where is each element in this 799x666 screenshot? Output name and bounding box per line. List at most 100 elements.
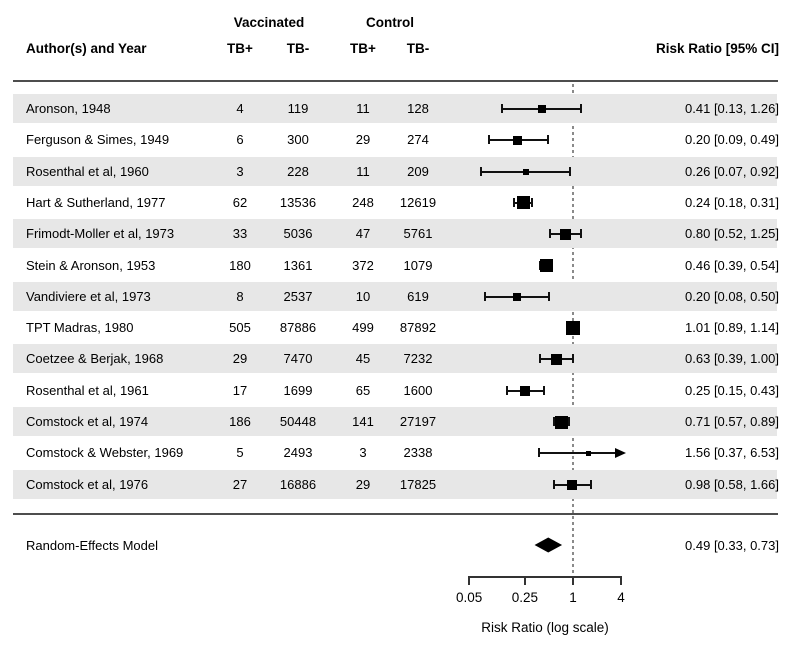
ci-cap-left [501, 104, 504, 113]
study-rr-value: 0.71 [0.57, 0.89] [685, 414, 779, 429]
study-count-v-tbm: 5036 [283, 226, 313, 242]
study-count-c-tbm: 128 [407, 101, 429, 116]
study-count-c-tbm: 27197 [399, 414, 437, 429]
estimate-square [519, 385, 530, 396]
column-group-control: Control [366, 15, 414, 30]
study-count-v-tbp: 3 [236, 163, 244, 179]
row-band [13, 344, 777, 374]
study-count-v-tbp: 17 [232, 382, 248, 398]
study-count-v-tbm: 7470 [283, 351, 313, 367]
study-row: Rosenthal et al, 1960 3 228 11 209 0.26 [0.07… [0, 156, 799, 187]
row-band [13, 156, 777, 186]
study-row: Rosenthal et al, 1961 17 1699 65 1600 0.25 [0… [0, 376, 799, 406]
study-row: Aronson, 1948 4 119 11 128 0.41 [0.13, 1.26] [0, 94, 799, 124]
x-axis-tick-label: 0.25 [511, 590, 539, 605]
study-count-c-tbp: 10 [355, 288, 371, 304]
estimate-square [559, 228, 571, 240]
column-group-vaccinated: Vaccinated [233, 15, 305, 30]
study-row: Vandiviere et al, 1973 8 2537 10 619 0.20 [0.… [0, 281, 799, 312]
ci-cap-left [549, 229, 552, 239]
study-count-v-tbm: 16886 [279, 476, 317, 492]
study-count-c-tbp: 11 [356, 163, 370, 179]
study-count-c-tbp: 248 [352, 194, 374, 210]
column-header-ctrl-tb-neg: TB- [406, 41, 430, 56]
estimate-square [585, 450, 591, 456]
study-count-v-tbp: 505 [229, 320, 251, 336]
ci-cap-right [531, 197, 534, 207]
ci-cap-left [539, 354, 542, 364]
study-count-c-tbp: 499 [352, 320, 374, 336]
study-count-c-tbp: 3 [359, 445, 367, 461]
study-count-c-tbm: 209 [407, 163, 429, 179]
ci-cap-left [479, 166, 482, 176]
study-rr-value: 0.24 [0.18, 0.31] [685, 194, 779, 210]
study-row: Hart & Sutherland, 1977 62 13536 248 12619 0.… [0, 188, 799, 218]
study-author: Rosenthal et al, 1961 [26, 382, 149, 398]
ci-cap-left [484, 291, 487, 301]
x-axis-tick [620, 576, 623, 585]
column-header-risk-ratio: Risk Ratio [95% CI] [655, 41, 779, 56]
x-axis-title: Risk Ratio (log scale) [481, 620, 609, 635]
study-count-v-tbp: 5 [236, 445, 244, 461]
study-count-c-tbm: 274 [407, 132, 429, 148]
x-axis-tick-label: 4 [617, 590, 625, 605]
study-count-c-tbm: 87892 [399, 320, 437, 336]
study-author: Stein & Aronson, 1953 [26, 257, 156, 273]
study-row: Comstock et al, 1976 27 16886 29 17825 0.98 [… [0, 469, 799, 500]
study-author: Comstock & Webster, 1969 [26, 445, 184, 461]
ci-cap-right [547, 291, 550, 301]
x-axis-tick [523, 576, 526, 585]
estimate-square [554, 415, 568, 429]
row-band [13, 281, 777, 311]
study-count-v-tbp: 27 [232, 476, 248, 492]
study-rr-value: 0.41 [0.13, 1.26] [685, 101, 779, 116]
ci-cap-right [572, 354, 574, 364]
study-author: Vandiviere et al, 1973 [26, 288, 151, 304]
study-count-c-tbp: 45 [355, 351, 371, 367]
study-count-v-tbp: 4 [236, 101, 244, 116]
study-author: Aronson, 1948 [26, 101, 111, 116]
study-rr-value: 0.25 [0.15, 0.43] [685, 382, 779, 398]
ci-cap-left [552, 417, 555, 426]
ci-cap-right [579, 229, 582, 239]
study-row: Comstock et al, 1974 186 50448 141 27197 0.71… [0, 407, 799, 437]
x-axis-tick-label: 1 [569, 590, 577, 605]
row-band [13, 219, 777, 249]
column-header-ctrl-tb-pos: TB+ [350, 41, 376, 56]
study-count-v-tbm: 50448 [279, 414, 317, 429]
ci-line [538, 452, 616, 455]
study-rr-value: 1.56 [0.37, 6.53] [685, 445, 779, 461]
study-author: Hart & Sutherland, 1977 [26, 194, 166, 210]
study-rr-value: 0.98 [0.58, 1.66] [685, 476, 779, 492]
study-count-c-tbm: 12619 [399, 194, 437, 210]
study-row: Comstock & Webster, 1969 5 2493 3 2338 1.56 [… [0, 438, 799, 468]
estimate-square [517, 196, 530, 210]
estimate-square [538, 105, 547, 113]
estimate-square [523, 168, 530, 175]
study-row: Coetzee & Berjak, 1968 29 7470 45 7232 0.63 [… [0, 344, 799, 374]
study-count-v-tbm: 13536 [279, 194, 317, 210]
study-count-v-tbp: 186 [229, 414, 251, 429]
study-author: Coetzee & Berjak, 1968 [26, 351, 164, 367]
study-count-v-tbp: 33 [232, 226, 248, 242]
study-count-c-tbm: 619 [407, 288, 429, 304]
study-count-v-tbp: 180 [229, 257, 251, 273]
study-author: TPT Madras, 1980 [26, 320, 134, 336]
study-count-c-tbm: 7232 [403, 351, 433, 367]
ci-cap-right [589, 479, 592, 489]
summary-separator [13, 513, 778, 515]
x-axis-tick [468, 576, 471, 585]
estimate-square [512, 135, 522, 145]
ci-cap-left [537, 448, 540, 458]
study-count-v-tbm: 119 [287, 101, 309, 116]
ci-cap-right [580, 104, 582, 113]
estimate-square [551, 353, 563, 365]
summary-rr-value: 0.49 [0.33, 0.73] [685, 538, 779, 553]
study-count-c-tbm: 17825 [399, 476, 437, 492]
x-axis-line [469, 576, 622, 578]
study-rr-value: 1.01 [0.89, 1.14] [685, 320, 779, 336]
row-band [13, 469, 777, 499]
ci-cap-left [506, 385, 509, 395]
study-count-v-tbm: 300 [287, 132, 309, 148]
estimate-square [539, 259, 553, 272]
